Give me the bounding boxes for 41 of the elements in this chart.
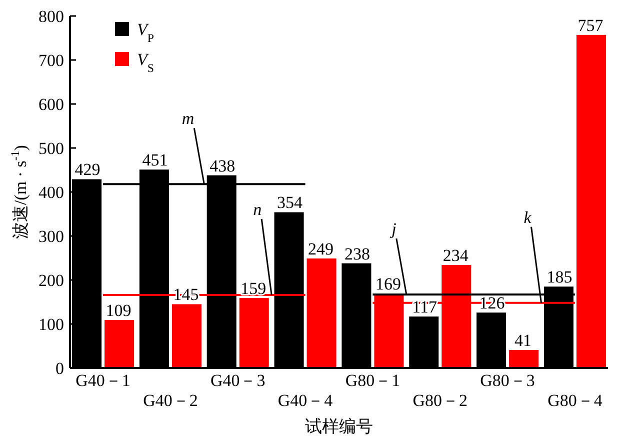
x-tick-label: G80－1 [345, 371, 400, 390]
legend-label: V$_{P}$ [137, 20, 154, 45]
y-tick-label: 400 [38, 183, 64, 202]
text: m [182, 109, 194, 128]
y-tick-label: 0 [56, 359, 64, 378]
x-tick-label: G80－2 [412, 391, 468, 410]
data-label: 354 [277, 193, 304, 212]
legend-label: V$_{S}$ [137, 50, 154, 75]
data-label: 41 [514, 330, 532, 350]
data-label: 438 [210, 156, 236, 176]
x-tick-label: G40－2 [143, 391, 198, 410]
y-tick-label: 500 [38, 139, 64, 158]
x-tick-label: G80－4 [548, 391, 603, 410]
x-tick-label: G40－1 [76, 371, 130, 390]
y-tick-label: 200 [38, 271, 64, 290]
y-tick-label: 600 [38, 95, 64, 114]
data-label: 109 [106, 301, 132, 320]
y-tick-label: 100 [38, 315, 64, 334]
bar [172, 304, 202, 368]
x-tick-label: G40－4 [278, 391, 334, 410]
text: j [390, 220, 397, 239]
data-label: 238 [344, 244, 370, 264]
data-label: 169 [375, 274, 401, 294]
data-label: 234 [442, 246, 469, 266]
x-tick-label: G80－3 [480, 371, 535, 390]
y-tick-label: 800 [38, 7, 64, 26]
bar [239, 298, 269, 368]
data-label: 451 [142, 150, 168, 170]
data-label: 185 [546, 268, 572, 287]
text: k [524, 208, 532, 227]
data-label: 249 [308, 239, 334, 258]
x-axis-title: 试样编号 [305, 417, 373, 436]
bar [104, 320, 134, 368]
data-label: 159 [240, 279, 266, 298]
text: n [253, 200, 262, 219]
y-tick-label: 300 [38, 227, 64, 246]
data-label: 757 [578, 16, 604, 35]
data-label: 429 [74, 160, 100, 180]
bar [509, 350, 539, 368]
x-tick-label: G40－3 [210, 371, 266, 390]
y-tick-label: 700 [38, 51, 64, 70]
